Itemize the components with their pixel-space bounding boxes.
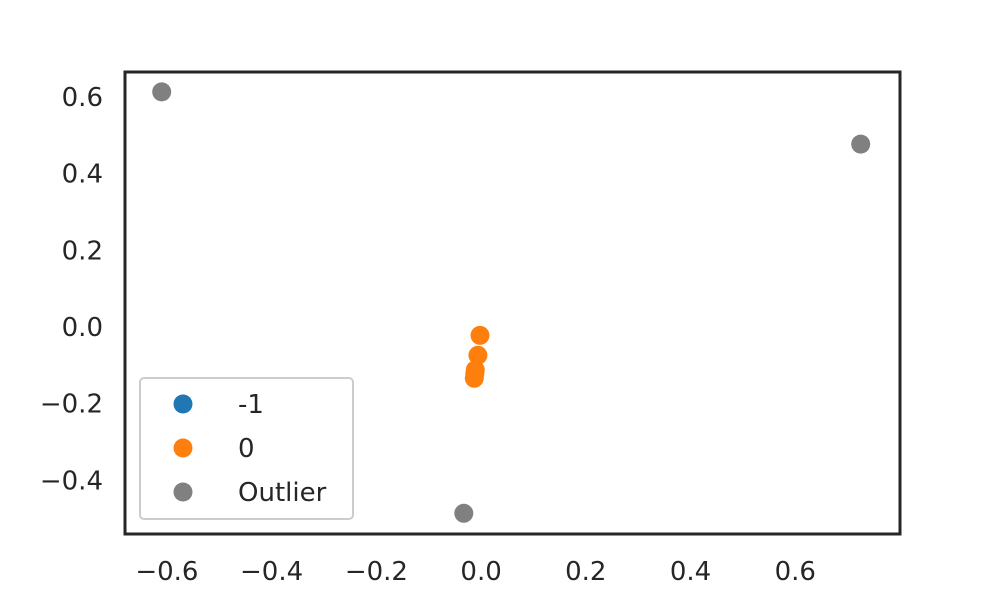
legend: -1 0 Outlier [139,377,354,520]
y-tick-label: −0.2 [40,390,103,420]
y-tick-label: 0.0 [62,313,103,343]
legend-box [139,377,354,520]
point-series-2-1 [851,134,871,154]
x-tick-label: −0.4 [240,557,303,587]
plot-frame [123,70,902,536]
legend-label: 0 [238,434,255,464]
x-tick-label: 0.2 [565,557,606,587]
point-series-2-2 [454,503,474,523]
legend-marker [173,394,193,414]
legend-marker [173,482,193,502]
point-series-1-0 [470,325,490,345]
x-axis-ticks: −0.6 −0.4 −0.2 0.0 0.2 0.4 0.6 [135,557,816,587]
y-tick-label: 0.6 [62,83,103,113]
x-tick-label: 0.4 [670,557,711,587]
point-series-2-0 [152,82,172,102]
y-tick-label: 0.2 [62,236,103,266]
x-tick-label: −0.6 [135,557,198,587]
legend-label: -1 [238,390,264,420]
x-tick-label: −0.2 [345,557,408,587]
x-tick-label: 0.0 [460,557,501,587]
point-series-1-1 [468,345,488,365]
y-tick-label: −0.4 [40,466,103,496]
legend-label: Outlier [238,478,327,508]
y-axis-ticks: −0.4 −0.2 0.0 0.2 0.4 0.6 [40,83,103,496]
y-tick-label: 0.4 [62,160,103,190]
x-tick-label: 0.6 [775,557,816,587]
points-layer [152,82,871,523]
point-series-1-4 [464,368,484,388]
legend-marker [173,438,193,458]
